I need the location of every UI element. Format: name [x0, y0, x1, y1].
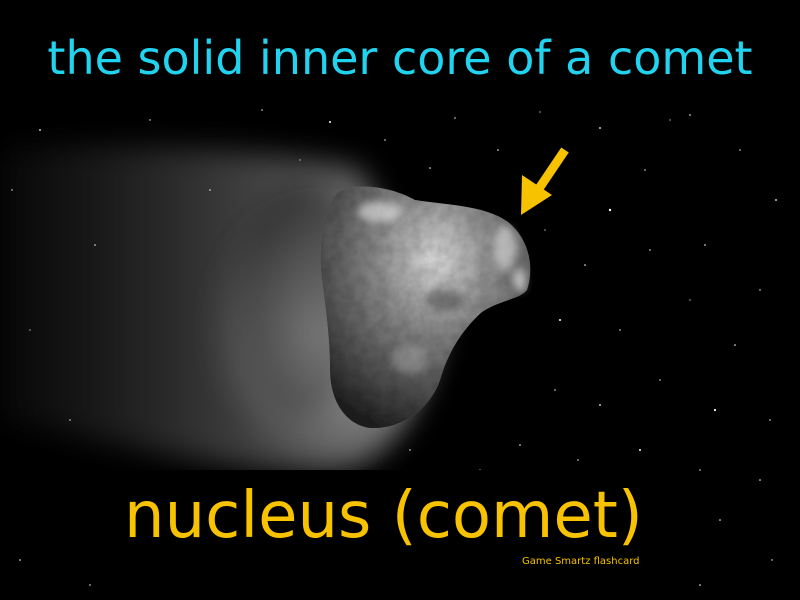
arrow-icon	[521, 147, 569, 215]
term-text: nucleus (comet)	[124, 479, 643, 553]
comet-nucleus	[320, 186, 531, 429]
term-panel	[108, 470, 682, 574]
definition-text: the solid inner core of a comet	[47, 31, 753, 85]
brand-label: Game Smartz flashcard	[522, 556, 640, 567]
